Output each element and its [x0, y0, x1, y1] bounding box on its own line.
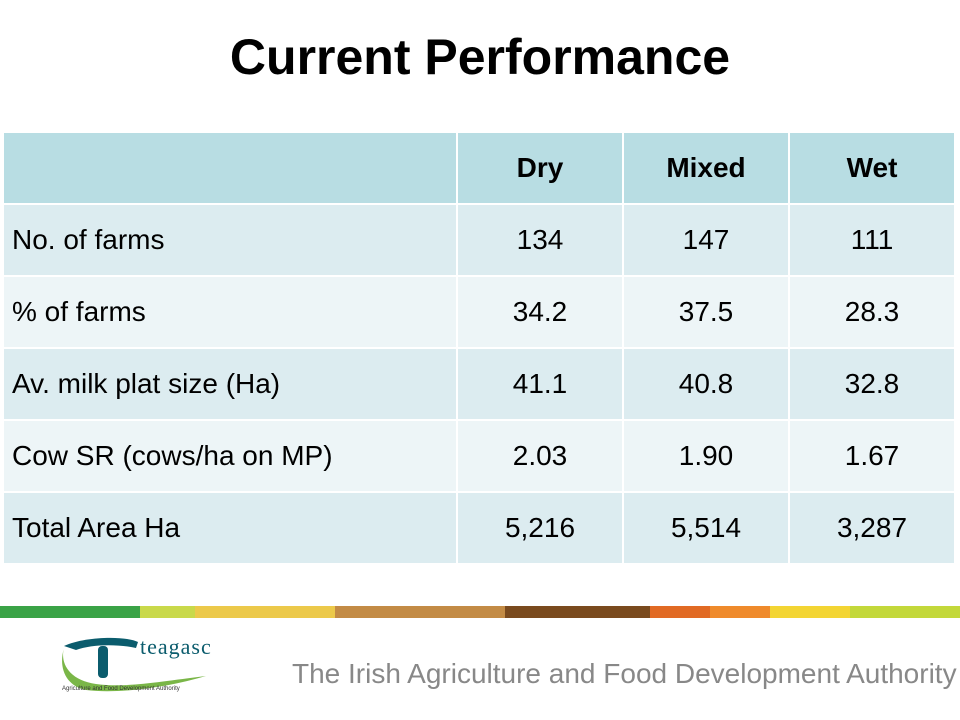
- teagasc-logo-mark: [62, 637, 206, 692]
- cell-mixed: 1.90: [624, 421, 790, 493]
- authority-tagline: The Irish Agriculture and Food Developme…: [292, 658, 957, 689]
- table-row: Av. milk plat size (Ha) 41.1 40.8 32.8: [4, 349, 954, 421]
- cell-dry: 34.2: [458, 277, 624, 349]
- logo-wordmark: teagasc: [140, 634, 212, 659]
- table-row: % of farms 34.2 37.5 28.3: [4, 277, 954, 349]
- cell-dry: 41.1: [458, 349, 624, 421]
- row-label: Av. milk plat size (Ha): [4, 349, 458, 421]
- color-stripe-divider: [0, 606, 960, 618]
- cell-wet: 32.8: [790, 349, 954, 421]
- row-label: % of farms: [4, 277, 458, 349]
- cell-mixed: 37.5: [624, 277, 790, 349]
- header-cell-mixed: Mixed: [624, 133, 790, 205]
- cell-dry: 134: [458, 205, 624, 277]
- cell-mixed: 147: [624, 205, 790, 277]
- cell-mixed: 5,514: [624, 493, 790, 565]
- header-cell-empty: [4, 133, 458, 205]
- cell-wet: 111: [790, 205, 954, 277]
- slide-title: Current Performance: [229, 29, 731, 85]
- row-label: No. of farms: [4, 205, 458, 277]
- header-cell-wet: Wet: [790, 133, 954, 205]
- row-label: Cow SR (cows/ha on MP): [4, 421, 458, 493]
- row-label: Total Area Ha: [4, 493, 458, 565]
- header-cell-dry: Dry: [458, 133, 624, 205]
- cell-wet: 28.3: [790, 277, 954, 349]
- table-row: Total Area Ha 5,216 5,514 3,287: [4, 493, 954, 565]
- performance-table: Dry Mixed Wet No. of farms 134 147 111 %…: [4, 133, 954, 565]
- cell-dry: 5,216: [458, 493, 624, 565]
- cell-wet: 3,287: [790, 493, 954, 565]
- cell-wet: 1.67: [790, 421, 954, 493]
- cell-dry: 2.03: [458, 421, 624, 493]
- logo-tagline: Agriculture and Food Development Authori…: [62, 686, 180, 692]
- cell-mixed: 40.8: [624, 349, 790, 421]
- table-row: Cow SR (cows/ha on MP) 2.03 1.90 1.67: [4, 421, 954, 493]
- table-header-row: Dry Mixed Wet: [4, 133, 954, 205]
- table-row: No. of farms 134 147 111: [4, 205, 954, 277]
